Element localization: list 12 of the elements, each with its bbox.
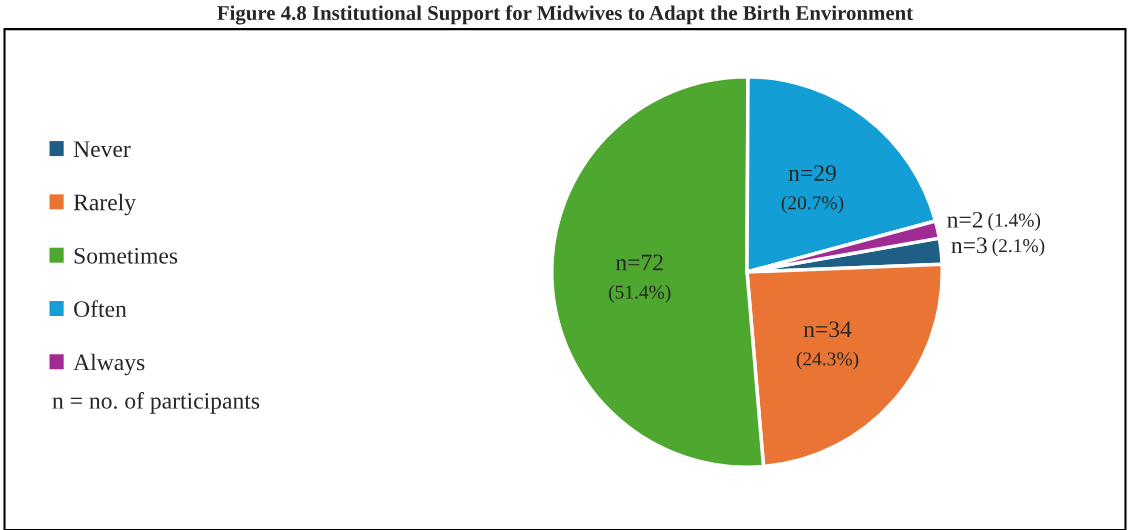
data-label: n=3 (2.1%) bbox=[951, 237, 1045, 257]
data-label: n=72 (51.4%) bbox=[608, 254, 671, 303]
data-label: n=34 (24.3%) bbox=[796, 321, 859, 370]
chart-title: Figure 4.8 Institutional Support for Midwives to Adapt the Birth Environment bbox=[217, 5, 914, 25]
data-label: n=29 (20.7%) bbox=[781, 165, 844, 214]
legend-label: Always bbox=[73, 353, 145, 376]
legend-label: Rarely bbox=[73, 193, 136, 216]
legend-label: Sometimes bbox=[74, 247, 178, 264]
text: n = no. of participants bbox=[52, 391, 260, 414]
data-label: n=2 (1.4%) bbox=[947, 211, 1041, 231]
legend-label: Never bbox=[73, 141, 131, 158]
legend-label: Often bbox=[74, 300, 127, 318]
